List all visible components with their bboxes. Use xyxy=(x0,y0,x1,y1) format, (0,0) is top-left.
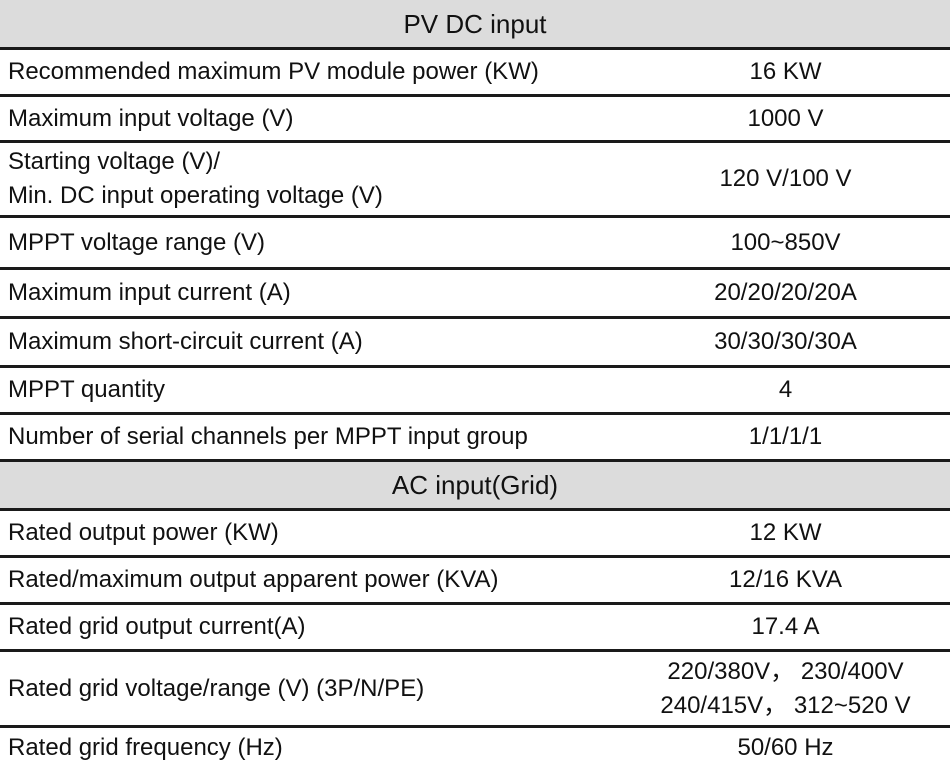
table-row: Rated grid voltage/range (V) (3P/N/PE) 2… xyxy=(0,650,950,728)
row-label: Rated output power (KW) xyxy=(0,509,621,558)
row-value: 30/30/30/30A xyxy=(621,317,950,368)
table-row: Rated output power (KW) 12 KW xyxy=(0,509,950,558)
table-row: Maximum input voltage (V) 1000 V xyxy=(0,95,950,143)
row-label-line: Min. DC input operating voltage (V) xyxy=(8,182,383,209)
row-label: Maximum short-circuit current (A) xyxy=(0,317,621,368)
row-label: Rated grid output current(A) xyxy=(0,603,621,652)
row-label: Rated grid frequency (Hz) xyxy=(8,734,283,761)
row-value: 12 KW xyxy=(621,509,950,558)
table-row: Rated grid frequency (Hz) 50/60 Hz xyxy=(0,727,950,769)
row-value: 20/20/20/20A xyxy=(621,268,950,319)
section-title: PV DC input xyxy=(0,0,950,50)
section-title: AC input(Grid) xyxy=(0,459,950,511)
row-label: Number of serial channels per MPPT input… xyxy=(0,413,621,462)
section-header-pv-dc-input: PV DC input xyxy=(0,0,950,50)
row-value: 120 V/100 V xyxy=(621,141,950,218)
table-row: Maximum input current (A) 20/20/20/20A xyxy=(0,268,950,319)
row-value: 1/1/1/1 xyxy=(621,413,950,462)
table-row: Rated/maximum output apparent power (KVA… xyxy=(0,556,950,605)
row-value-line: 220/380V， 230/400V xyxy=(667,657,904,685)
row-value: 50/60 Hz xyxy=(737,734,834,761)
section-header-ac-input-grid: AC input(Grid) xyxy=(0,459,950,511)
row-label: MPPT voltage range (V) xyxy=(0,216,621,270)
row-value: 12/16 KVA xyxy=(621,556,950,605)
row-label: Rated/maximum output apparent power (KVA… xyxy=(0,556,621,605)
row-value: 16 KW xyxy=(621,48,950,97)
row-value: 4 xyxy=(621,366,950,415)
row-label: Maximum input voltage (V) xyxy=(0,95,621,143)
row-value: 17.4 A xyxy=(621,603,950,652)
row-label: Recommended maximum PV module power (KW) xyxy=(0,48,621,97)
table-row: Starting voltage (V)/ Min. DC input oper… xyxy=(0,141,950,218)
table-row: Number of serial channels per MPPT input… xyxy=(0,413,950,462)
table-row: MPPT voltage range (V) 100~850V xyxy=(0,216,950,270)
row-label: MPPT quantity xyxy=(0,366,621,415)
row-value: 220/380V， 230/400V 240/415V， 312~520 V xyxy=(621,650,950,728)
row-label: Rated grid voltage/range (V) (3P/N/PE) xyxy=(0,650,621,728)
table-row: Rated grid output current(A) 17.4 A xyxy=(0,603,950,652)
row-label-line: Starting voltage (V)/ xyxy=(8,148,221,175)
table-row: Maximum short-circuit current (A) 30/30/… xyxy=(0,317,950,368)
table-row: Recommended maximum PV module power (KW)… xyxy=(0,48,950,97)
row-label: Starting voltage (V)/ Min. DC input oper… xyxy=(0,141,621,218)
row-value-line: 240/415V， 312~520 V xyxy=(660,691,911,719)
row-value: 1000 V xyxy=(621,95,950,143)
row-value: 100~850V xyxy=(621,216,950,270)
table-row: MPPT quantity 4 xyxy=(0,366,950,415)
row-label: Maximum input current (A) xyxy=(0,268,621,319)
